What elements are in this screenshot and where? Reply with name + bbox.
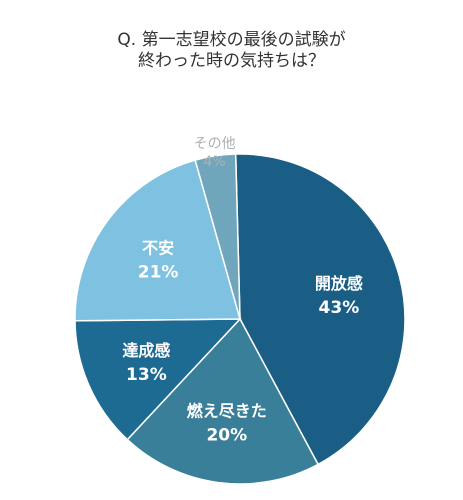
chart-title: Q. 第一志望校の最後の試験が 終わった時の気持ちは？ — [0, 30, 463, 72]
pie-labels: 開放感 43% 燃え尽きた 20% 達成感 13% 不安 21% その他 4% — [122, 136, 363, 446]
pie-slice — [234, 153, 406, 466]
slice-percent-label: 43% — [319, 298, 360, 318]
slice-label: 燃え尽きた — [187, 401, 267, 420]
pie-slice — [74, 318, 242, 441]
pie-slices — [74, 153, 406, 485]
slice-label: 不安 — [142, 239, 174, 258]
chart-title-line-1: Q. 第一志望校の最後の試験が — [117, 30, 346, 50]
slice-percent-label: 13% — [126, 365, 167, 385]
chart-title-line-2: 終わった時の気持ちは？ — [138, 51, 325, 71]
pie-slice — [126, 317, 320, 485]
slice-label: その他 — [194, 136, 236, 152]
pie-slice — [74, 159, 241, 322]
slice-label: 達成感 — [122, 341, 170, 360]
slice-percent-label: 20% — [206, 425, 247, 445]
slice-label: 開放感 — [315, 274, 363, 293]
pie-slice — [194, 153, 241, 320]
slice-percent-label: 21% — [138, 263, 179, 283]
slice-percent-label: 4% — [203, 154, 225, 170]
